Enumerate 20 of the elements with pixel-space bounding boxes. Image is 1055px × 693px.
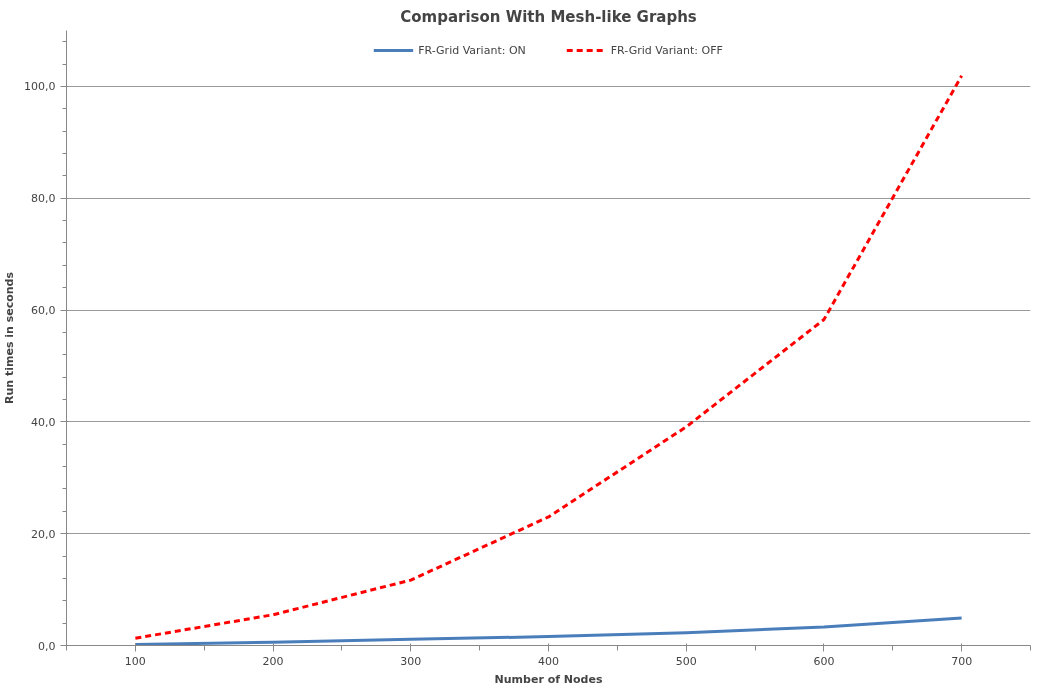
legend-label: FR-Grid Variant: ON xyxy=(418,43,526,57)
x-tick-label: 100 xyxy=(124,654,146,668)
y-tick-label: 80,0 xyxy=(31,192,56,206)
line-series xyxy=(133,616,964,646)
line-series xyxy=(133,74,964,640)
x-tick-label: 300 xyxy=(400,654,422,668)
x-axis-title: Number of Nodes xyxy=(494,672,603,686)
legend-label: FR-Grid Variant: OFF xyxy=(610,43,723,57)
y-tick-label: 40,0 xyxy=(31,415,56,429)
chart-title: Comparison With Mesh-like Graphs xyxy=(400,7,697,26)
x-tick-label: 700 xyxy=(951,654,973,668)
x-tick-label: 400 xyxy=(538,654,559,668)
y-tick-label: 60,0 xyxy=(31,304,56,318)
y-tick-label: 20,0 xyxy=(31,527,56,541)
x-tick-label: 500 xyxy=(675,654,697,668)
y-axis-title: Run times in seconds xyxy=(3,271,17,405)
y-tick-label: 0,0 xyxy=(38,639,56,653)
x-tick-label: 600 xyxy=(813,654,835,668)
x-tick-label: 200 xyxy=(262,654,284,668)
y-tick-label: 100,0 xyxy=(24,80,56,94)
